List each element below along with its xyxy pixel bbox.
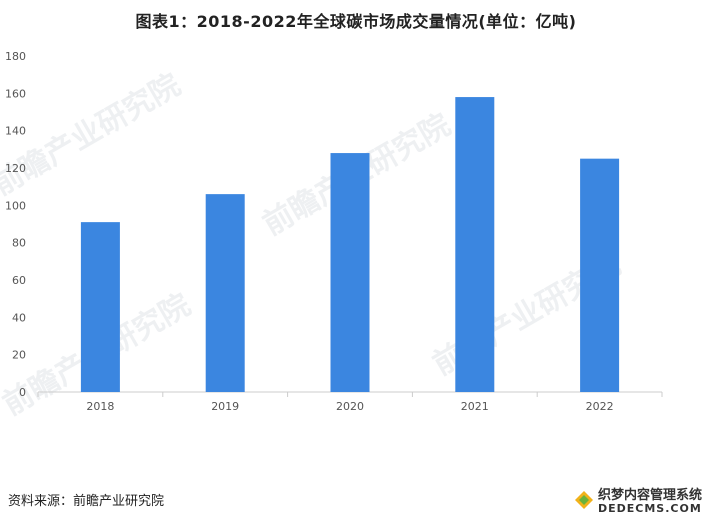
x-tick-label: 2021: [461, 400, 489, 413]
bar: [330, 153, 370, 392]
site-url: DEDECMS.COM: [598, 502, 702, 515]
x-tick-label: 2019: [211, 400, 239, 413]
x-tick-label: 2022: [586, 400, 614, 413]
site-name: 织梦内容管理系统: [598, 488, 703, 503]
logo-icon: [575, 491, 593, 509]
y-tick-label: 180: [5, 50, 26, 63]
x-tick-label: 2018: [86, 400, 114, 413]
chart-title: 图表1：2018-2022年全球碳市场成交量情况(单位：亿吨): [135, 12, 577, 31]
bar-chart: 0 20 40 60 80 100 120 140 160 180 2018 2019 2020 2021…: [5, 50, 663, 413]
bar: [580, 158, 620, 392]
bar: [205, 194, 245, 392]
y-tick-label: 100: [5, 199, 26, 212]
y-tick-label: 0: [19, 386, 26, 399]
site-watermark-logo: 织梦内容管理系统 DEDECMS.COM: [572, 484, 712, 518]
y-tick-label: 60: [12, 274, 26, 287]
x-tick-label: 2020: [336, 400, 364, 413]
y-tick-label: 40: [12, 311, 26, 324]
y-tick-label: 20: [12, 349, 26, 362]
source-note: 资料来源：前瞻产业研究院: [8, 494, 165, 509]
y-tick-label: 140: [5, 125, 26, 138]
bar: [80, 222, 120, 392]
y-tick-label: 160: [5, 87, 26, 100]
bar: [455, 97, 495, 393]
y-tick-label: 120: [5, 162, 26, 175]
y-tick-label: 80: [12, 237, 26, 250]
